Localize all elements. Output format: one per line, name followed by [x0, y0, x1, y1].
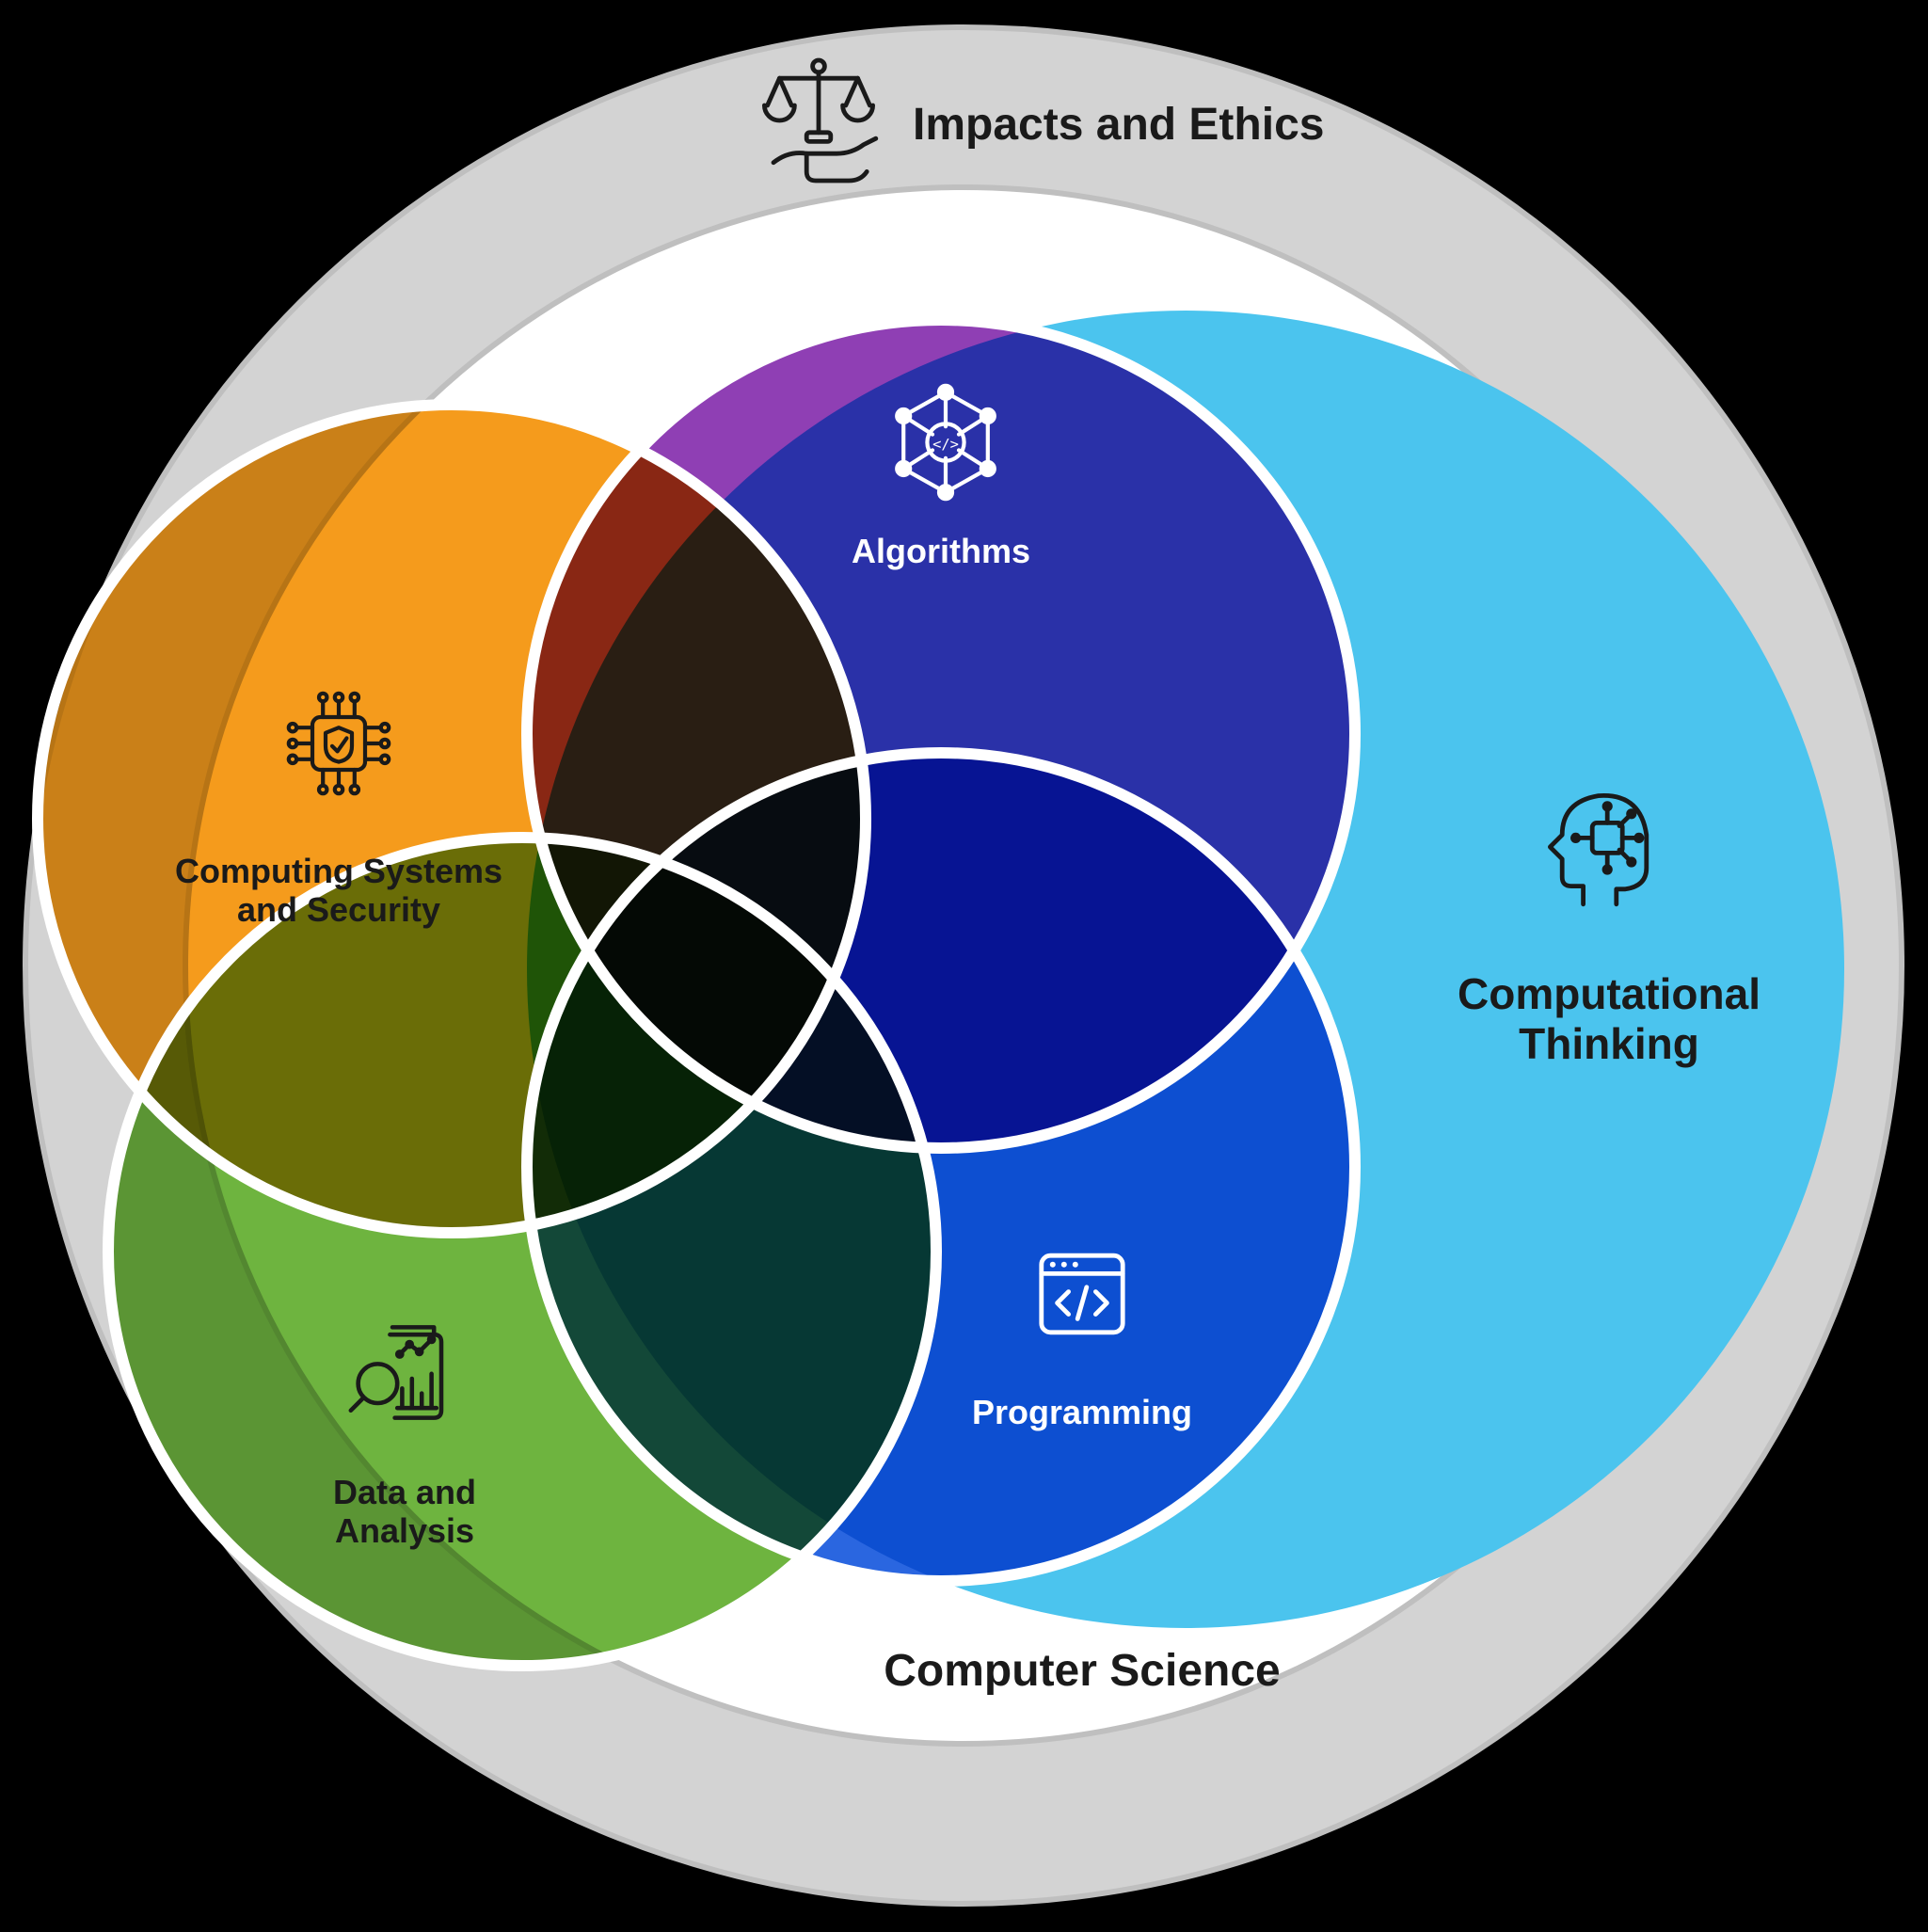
venn-group — [0, 0, 1928, 1932]
chip-shield-icon — [273, 678, 405, 809]
programming-label: Programming — [950, 1393, 1214, 1431]
computational-thinking-text: Computational Thinking — [1458, 969, 1761, 1068]
algorithms-network-icon: </> — [880, 376, 1012, 508]
venn-diagram: Impacts and Ethics Computer Science Comp… — [0, 0, 1928, 1932]
ai-head-icon — [1529, 772, 1680, 922]
computing-systems-text: Computing Systems and Security — [175, 852, 502, 929]
data-analysis-text: Data and Analysis — [333, 1473, 476, 1550]
impacts-ethics-label: Impacts and Ethics — [913, 99, 1327, 151]
algorithms-label: Algorithms — [828, 532, 1054, 570]
data-analysis-label: Data and Analysis — [282, 1473, 527, 1551]
computing-systems-label: Computing Systems and Security — [151, 852, 527, 930]
computer-science-label: Computer Science — [866, 1645, 1299, 1697]
svg-text:</>: </> — [932, 436, 959, 453]
computational-thinking-label: Computational Thinking — [1440, 969, 1778, 1069]
ethics-scales-icon — [743, 45, 894, 196]
data-analysis-icon — [343, 1317, 466, 1440]
code-window-icon — [1026, 1237, 1139, 1350]
